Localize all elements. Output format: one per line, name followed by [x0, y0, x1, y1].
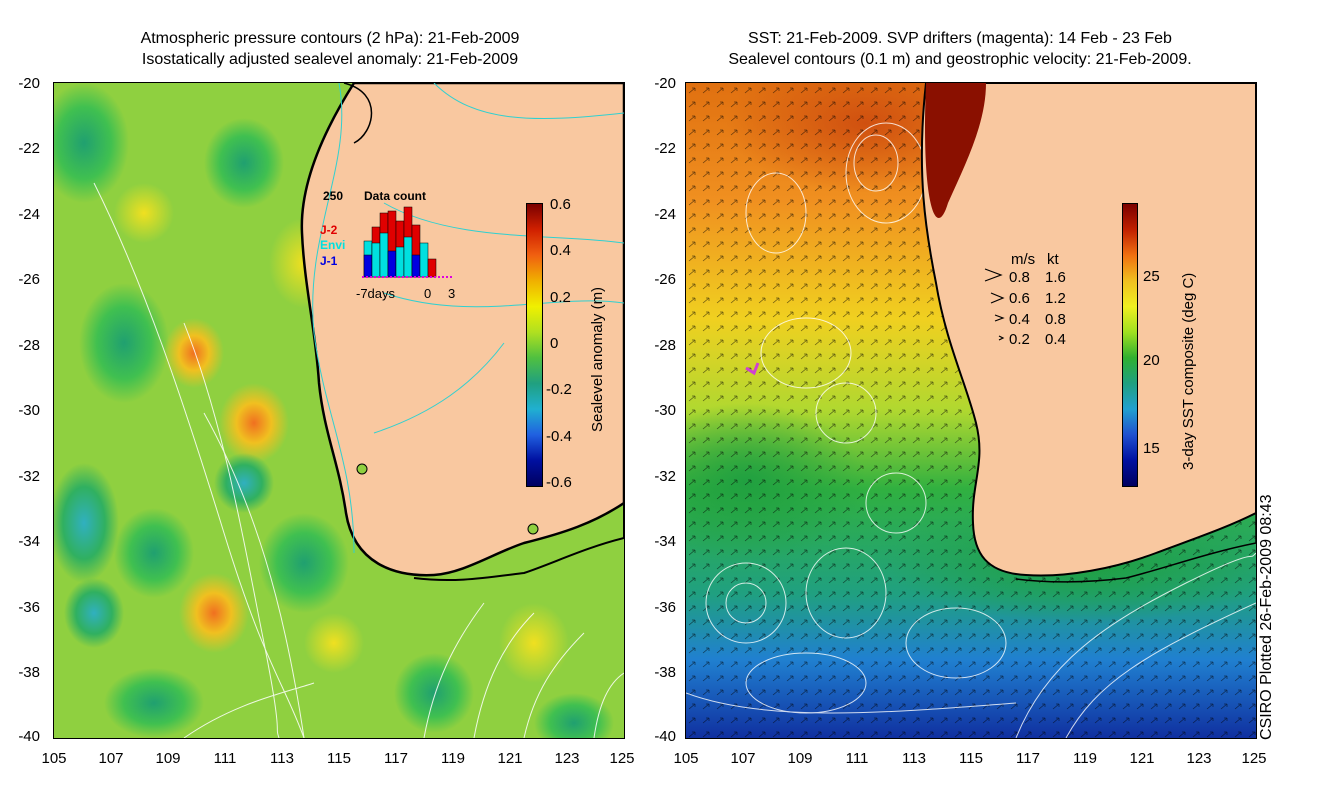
sealevel-anomaly-map: 250 Data count J-2 Envi J-1 -7days 0 3 — [53, 82, 625, 739]
x-tick: 121 — [497, 750, 523, 767]
inset-legend-envi: Envi — [320, 238, 346, 252]
colorbar-tick: 0.6 — [550, 196, 571, 213]
speed-row-ms: 0.4 — [1009, 311, 1030, 328]
y-tick: -34 — [18, 533, 40, 550]
x-tick: 111 — [213, 750, 237, 767]
x-tick: 107 — [98, 750, 124, 767]
y-tick: -28 — [18, 337, 40, 354]
colorbar-tick: 20 — [1143, 352, 1160, 369]
sealevel-contours — [686, 122, 1256, 738]
sealevel-colorbar-label: Sealevel anomaly (m) — [589, 286, 606, 432]
right-title-line2: Sealevel contours (0.1 m) and geostrophi… — [728, 51, 1192, 68]
x-tick: 109 — [787, 750, 813, 767]
y-tick: -32 — [18, 468, 40, 485]
x-tick: 119 — [1073, 750, 1097, 767]
x-tick: 119 — [441, 750, 465, 767]
speed-legend-header-kt: kt — [1047, 251, 1059, 268]
speed-row-kt: 1.2 — [1045, 290, 1066, 307]
inset-legend-j2: J-2 — [320, 223, 338, 237]
colorbar-tick: 0.2 — [550, 289, 571, 306]
x-tick: 111 — [845, 750, 869, 767]
drifter-track — [745, 362, 760, 376]
colorbar-tick: -0.2 — [546, 381, 572, 398]
sealevel-colorbar — [526, 203, 543, 487]
sst-colorbar — [1122, 203, 1138, 487]
y-tick: -30 — [654, 402, 676, 419]
inset-title: Data count — [364, 189, 427, 203]
left-title-line1: Atmospheric pressure contours (2 hPa): 2… — [140, 30, 520, 47]
inset-legend-j1: J-1 — [320, 254, 338, 268]
y-tick: -22 — [18, 140, 40, 157]
y-tick: -24 — [18, 206, 40, 223]
y-tick: -38 — [654, 664, 676, 681]
x-tick: 113 — [902, 750, 926, 767]
y-tick: -36 — [654, 599, 676, 616]
colorbar-tick: 0 — [550, 335, 559, 352]
x-tick: 113 — [270, 750, 294, 767]
colorbar-tick: -0.6 — [546, 474, 572, 491]
anomaly-blobs — [54, 83, 614, 738]
tide-gauge-marker — [356, 463, 368, 475]
y-tick: -32 — [654, 468, 676, 485]
speed-row-kt: 0.4 — [1045, 331, 1066, 348]
inset-x-left: -7days — [356, 286, 396, 301]
y-tick: -20 — [654, 75, 676, 92]
speed-legend-header-ms: m/s — [1011, 251, 1036, 268]
plot-credit: CSIRO Plotted 26-Feb-2009 08:43 — [1258, 494, 1275, 740]
y-tick: -26 — [18, 271, 40, 288]
x-tick: 123 — [1186, 750, 1212, 767]
tide-gauge-marker — [527, 523, 539, 535]
y-tick: -28 — [654, 337, 676, 354]
y-tick: -24 — [654, 206, 676, 223]
y-tick: -36 — [18, 599, 40, 616]
speed-row-ms: 0.8 — [1009, 269, 1030, 286]
shelf-contours — [312, 83, 624, 554]
x-tick: 107 — [730, 750, 756, 767]
pressure-contours — [93, 182, 624, 738]
sst-colorbar-label: 3-day SST composite (deg C) — [1180, 272, 1197, 470]
land-mask — [300, 83, 624, 582]
y-tick: -22 — [654, 140, 676, 157]
left-title-line2: Isostatically adjusted sealevel anomaly:… — [141, 51, 519, 68]
y-tick: -40 — [18, 728, 40, 745]
inset-histogram — [362, 206, 454, 278]
colorbar-tick: 25 — [1143, 268, 1160, 285]
x-tick: 105 — [673, 750, 699, 767]
y-tick: -20 — [18, 75, 40, 92]
speed-arrows — [984, 268, 1005, 341]
sst-land-mask — [920, 83, 1256, 583]
y-tick: -40 — [654, 728, 676, 745]
x-tick: 117 — [384, 750, 408, 767]
inset-x-mid: 0 — [424, 286, 432, 301]
y-tick: -34 — [654, 533, 676, 550]
x-tick: 125 — [609, 750, 635, 767]
x-tick: 105 — [41, 750, 67, 767]
colorbar-tick: 15 — [1143, 440, 1160, 457]
x-tick: 123 — [554, 750, 580, 767]
colorbar-tick: -0.4 — [546, 428, 572, 445]
y-tick: -38 — [18, 664, 40, 681]
speed-row-kt: 0.8 — [1045, 311, 1066, 328]
y-tick: -30 — [18, 402, 40, 419]
speed-row-kt: 1.6 — [1045, 269, 1066, 286]
x-tick: 125 — [1241, 750, 1267, 767]
inset-count-label: 250 — [323, 189, 344, 203]
colorbar-tick: 0.4 — [550, 242, 571, 259]
x-tick: 117 — [1016, 750, 1040, 767]
inset-x-right: 3 — [448, 286, 456, 301]
y-tick: -26 — [654, 271, 676, 288]
x-tick: 115 — [959, 750, 983, 767]
x-tick: 115 — [327, 750, 351, 767]
x-tick: 109 — [155, 750, 181, 767]
speed-row-ms: 0.2 — [1009, 331, 1030, 348]
x-tick: 121 — [1129, 750, 1155, 767]
speed-row-ms: 0.6 — [1009, 290, 1030, 307]
sst-map: m/s kt 0.8 1.6 0.6 1.2 0.4 0.8 0.2 0.4 — [685, 82, 1257, 739]
right-title-line1: SST: 21-Feb-2009. SVP drifters (magenta)… — [748, 30, 1172, 47]
